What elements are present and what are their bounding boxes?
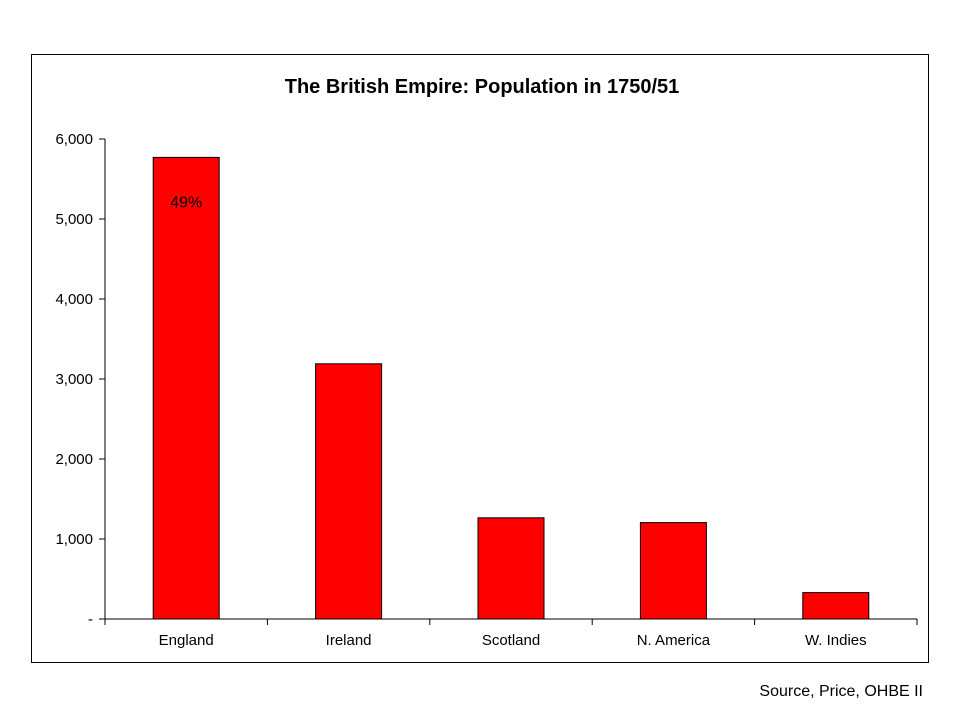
bar-w-indies	[802, 592, 870, 620]
bar-n-america	[639, 522, 707, 620]
source-note: Source, Price, OHBE II	[759, 683, 923, 700]
y-tick-label: 6,000	[55, 131, 93, 148]
y-tick-label: 5,000	[55, 211, 93, 228]
bar-ireland	[315, 363, 383, 620]
x-tick-label: W. Indies	[805, 632, 867, 649]
x-tick-label: England	[159, 632, 214, 649]
y-tick-label: -	[88, 611, 93, 628]
bar-scotland	[477, 517, 545, 620]
data-label: 49%	[170, 194, 202, 211]
y-tick-label: 1,000	[55, 531, 93, 548]
bar-chart: The British Empire: Population in 1750/5…	[55, 76, 918, 649]
x-tick-label: Scotland	[482, 632, 540, 649]
y-tick-label: 4,000	[55, 291, 93, 308]
y-tick-label: 3,000	[55, 371, 93, 388]
y-tick-label: 2,000	[55, 451, 93, 468]
chart-area: The British Empire: Population in 1750/5…	[31, 54, 929, 663]
chart-title: The British Empire: Population in 1750/5…	[285, 76, 680, 98]
x-tick-label: N. America	[637, 632, 711, 649]
bar-england	[152, 156, 220, 620]
x-tick-label: Ireland	[326, 632, 372, 649]
